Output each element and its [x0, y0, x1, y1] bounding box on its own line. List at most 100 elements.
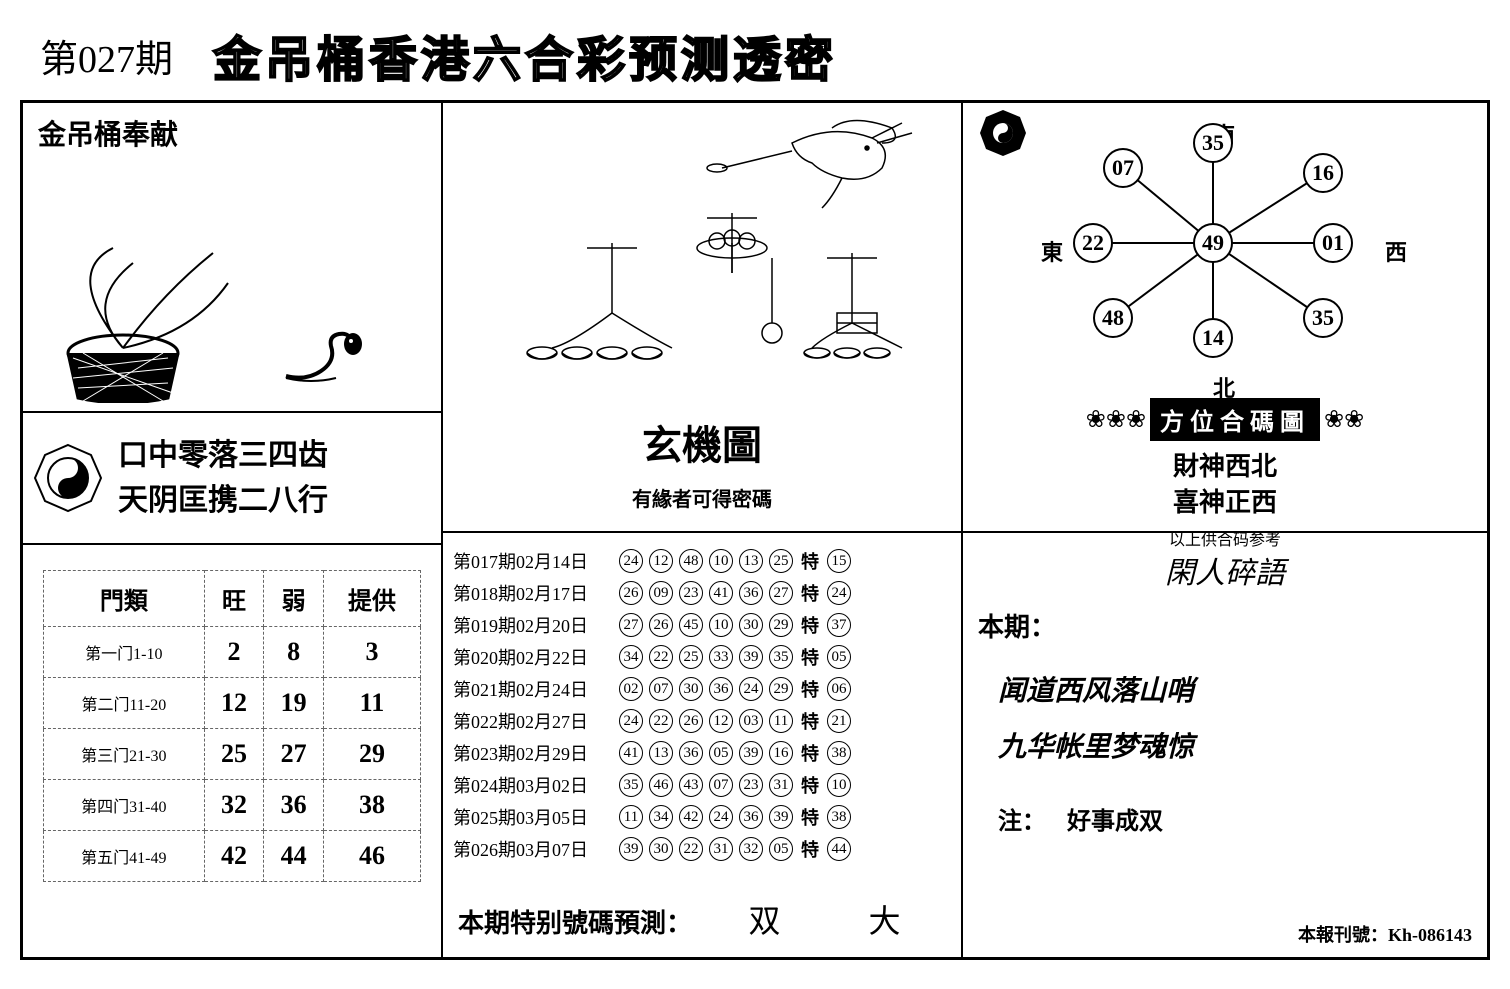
history-ball: 24 — [709, 805, 733, 829]
bagua-yinyang-icon — [33, 443, 103, 513]
flower-right-icon: ❀❀ — [1324, 405, 1364, 434]
history-ball: 41 — [619, 741, 643, 765]
gate-table-header: 門類 — [44, 571, 205, 627]
history-ball: 35 — [769, 645, 793, 669]
gate-table-row: 第一门1-10283 — [44, 627, 421, 678]
gate-row-value: 12 — [204, 678, 264, 729]
prediction-value: 双 大 — [749, 903, 941, 939]
history-ball: 23 — [679, 581, 703, 605]
prediction-line: 本期特别號碼預測： 双 大 — [453, 886, 951, 947]
left-column: 金吊桶奉献 — [23, 103, 443, 957]
gate-row-value: 46 — [323, 831, 420, 882]
history-ball: 42 — [679, 805, 703, 829]
page-title: 金吊桶香港六合彩预测透密 — [213, 20, 837, 90]
history-te-ball: 24 — [827, 581, 851, 605]
banner-text: 方位合碼圖 — [1150, 398, 1320, 441]
history-ball: 41 — [709, 581, 733, 605]
history-te-label: 特 — [801, 740, 819, 766]
chatter-label: 本期： — [978, 607, 1472, 644]
history-te-label: 特 — [801, 612, 819, 638]
compass-center: 49 — [1193, 223, 1233, 263]
history-label: 第022期02月27日 — [453, 708, 613, 734]
header: 第027期 金吊桶香港六合彩预测透密 — [20, 20, 1490, 90]
history-ball: 07 — [709, 773, 733, 797]
history-ball: 22 — [649, 709, 673, 733]
compass-direction: 東 — [1041, 235, 1063, 267]
compass-direction: 北 — [1213, 371, 1235, 403]
gate-row-value: 8 — [264, 627, 324, 678]
history-te-label: 特 — [801, 580, 819, 606]
history-ball: 05 — [709, 741, 733, 765]
history-ball: 33 — [709, 645, 733, 669]
history-te-ball: 44 — [827, 837, 851, 861]
history-ball: 32 — [739, 837, 763, 861]
history-ball: 39 — [769, 805, 793, 829]
history-label: 第025期03月05日 — [453, 804, 613, 830]
history-ball: 31 — [709, 837, 733, 861]
gate-row-value: 44 — [264, 831, 324, 882]
history-ball: 07 — [649, 677, 673, 701]
history-te-label: 特 — [801, 836, 819, 862]
gate-table-row: 第四门31-40323638 — [44, 780, 421, 831]
history-label: 第026期03月07日 — [453, 836, 613, 862]
history-ball: 10 — [709, 613, 733, 637]
history-ball: 26 — [649, 613, 673, 637]
history-row: 第021期02月24日020730362429特06 — [453, 676, 951, 702]
history-ball: 27 — [619, 613, 643, 637]
gate-table-row: 第五门41-49424446 — [44, 831, 421, 882]
history-ball: 16 — [769, 741, 793, 765]
offering-box: 金吊桶奉献 — [23, 103, 443, 413]
couplet-box: 口中零落三四齿 天阴匡携二八行 — [23, 413, 443, 545]
history-row: 第019期02月20日272645103029特37 — [453, 612, 951, 638]
gate-table-header: 提供 — [323, 571, 420, 627]
history-ball: 46 — [649, 773, 673, 797]
history-ball: 36 — [739, 805, 763, 829]
history-label: 第017期02月14日 — [453, 548, 613, 574]
history-ball: 13 — [649, 741, 673, 765]
history-label: 第019期02月20日 — [453, 612, 613, 638]
prediction-label: 本期特别號碼預測： — [458, 909, 692, 938]
right-column: 南北東西350716220148351449 ❀❀❀ 方位合碼圖 ❀❀ 財神西北… — [963, 103, 1487, 957]
history-ball: 12 — [709, 709, 733, 733]
history-te-label: 特 — [801, 548, 819, 574]
history-row: 第024期03月02日354643072331特10 — [453, 772, 951, 798]
gate-table: 門類旺弱提供 第一门1-10283第二门11-20121911第三门21-302… — [43, 570, 421, 882]
history-ball: 24 — [619, 709, 643, 733]
compass-node: 07 — [1103, 148, 1143, 188]
compass-node: 35 — [1303, 298, 1343, 338]
gate-row-label: 第二门11-20 — [44, 678, 205, 729]
middle-column: 玄機圖 有緣者可得密碼 第017期02月14日241248101325特15第0… — [443, 103, 963, 957]
history-row: 第018期02月17日260923413627特24 — [453, 580, 951, 606]
history-ball: 25 — [769, 549, 793, 573]
chatter-line-2: 九华帐里梦魂惊 — [998, 720, 1472, 776]
history-ball: 25 — [679, 645, 703, 669]
gate-row-value: 29 — [323, 729, 420, 780]
mystery-title: 玄機圖 — [453, 413, 951, 471]
history-row: 第025期03月05日113442243639特38 — [453, 804, 951, 830]
gate-row-value: 2 — [204, 627, 264, 678]
basket-drawing — [53, 243, 233, 403]
compass-node: 16 — [1303, 153, 1343, 193]
gate-row-value: 11 — [323, 678, 420, 729]
history-ball: 22 — [649, 645, 673, 669]
history-row: 第022期02月27日242226120311特21 — [453, 708, 951, 734]
couplet-line-2: 天阴匡携二八行 — [118, 478, 328, 523]
history-ball: 29 — [769, 677, 793, 701]
history-row: 第023期02月29日411336053916特38 — [453, 740, 951, 766]
issue-number: 第027期 — [40, 28, 173, 83]
fortune-line-2: 喜神正西 — [963, 485, 1487, 521]
history-ball: 24 — [619, 549, 643, 573]
serial-number: 本報刊號：Kh-086143 — [978, 921, 1472, 947]
history-ball: 09 — [649, 581, 673, 605]
mystery-box: 玄機圖 有緣者可得密碼 — [443, 103, 963, 533]
history-te-ball: 05 — [827, 645, 851, 669]
history-ball: 39 — [739, 645, 763, 669]
page: 第027期 金吊桶香港六合彩预测透密 金吊桶奉献 — [20, 20, 1490, 960]
snake-drawing — [281, 326, 391, 386]
gate-row-value: 25 — [204, 729, 264, 780]
history-ball: 24 — [739, 677, 763, 701]
history-ball: 31 — [769, 773, 793, 797]
history-te-ball: 15 — [827, 549, 851, 573]
history-te-label: 特 — [801, 772, 819, 798]
mystery-drawing — [472, 113, 932, 403]
